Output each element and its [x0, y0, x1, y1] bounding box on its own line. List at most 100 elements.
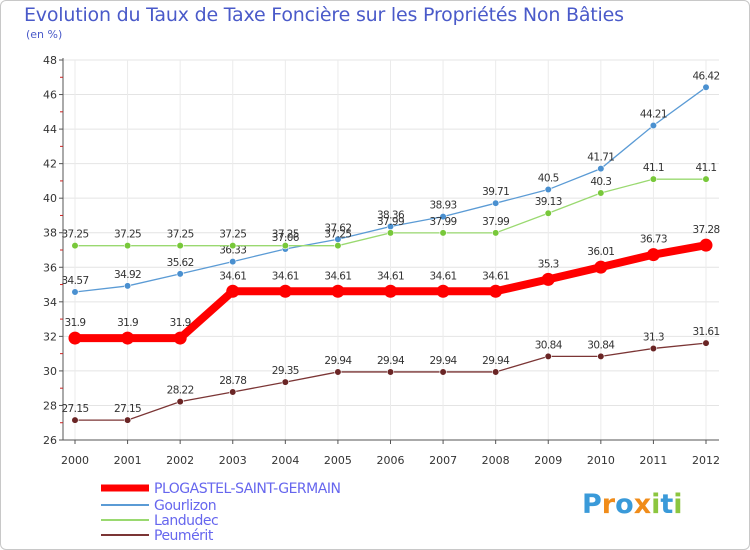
data-label-landudec: 37.25	[272, 229, 299, 241]
data-label-plogastel-saint-germain: 36.73	[640, 234, 667, 246]
data-label-gourlizon: 38.93	[430, 200, 457, 212]
x-tick-label: 2005	[324, 454, 352, 467]
data-point-plogastel-saint-germain	[646, 248, 660, 262]
data-point-gourlizon	[544, 185, 552, 194]
data-point-plogastel-saint-germain	[173, 331, 187, 345]
data-label-gourlizon: 39.71	[482, 186, 509, 198]
x-tick-label: 2006	[377, 454, 405, 467]
data-label-gourlizon: 37.62	[324, 222, 351, 234]
x-tick-label: 2000	[61, 454, 89, 467]
y-tick-label: 48	[43, 54, 57, 67]
data-label-gourlizon: 35.62	[167, 257, 194, 269]
logo-letter: i	[673, 489, 683, 520]
data-point-gourlizon	[71, 288, 79, 296]
x-tick-label: 2007	[429, 454, 457, 467]
data-label-gourlizon: 34.92	[114, 269, 141, 281]
data-label-peumerit: 31.3	[643, 331, 664, 343]
data-label-plogastel-saint-germain: 35.3	[538, 258, 559, 270]
data-point-gourlizon	[176, 270, 184, 278]
data-point-landudec	[281, 242, 289, 250]
data-label-landudec: 37.25	[61, 229, 88, 241]
data-point-gourlizon	[597, 165, 605, 173]
data-point-plogastel-saint-germain	[489, 284, 503, 298]
data-label-plogastel-saint-germain: 34.61	[219, 270, 246, 282]
data-label-landudec: 37.25	[219, 229, 246, 241]
data-point-plogastel-saint-germain	[699, 238, 713, 252]
data-label-landudec: 41.1	[696, 162, 717, 174]
y-tick-label: 34	[43, 296, 57, 309]
data-label-peumerit: 29.94	[377, 355, 405, 367]
data-point-peumerit	[229, 388, 237, 396]
data-label-landudec: 37.99	[377, 216, 404, 228]
data-point-landudec	[386, 229, 395, 237]
data-label-landudec: 37.99	[482, 216, 509, 228]
data-point-gourlizon	[123, 282, 132, 290]
y-tick-label: 40	[43, 192, 57, 205]
data-label-peumerit: 31.61	[692, 326, 719, 338]
y-tick-label: 30	[43, 365, 57, 378]
data-point-peumerit	[281, 378, 289, 386]
proxiti-logo: Proxiti	[582, 489, 683, 520]
data-point-gourlizon	[492, 199, 500, 207]
y-tick-label: 26	[43, 434, 57, 447]
legend-label-peumerit: Peumérit	[154, 528, 214, 544]
data-point-gourlizon	[649, 121, 658, 130]
data-point-plogastel-saint-germain	[121, 331, 135, 345]
legend-label-landudec: Landudec	[154, 513, 218, 529]
data-point-landudec	[439, 229, 447, 237]
data-label-plogastel-saint-germain: 37.28	[692, 224, 719, 236]
data-label-landudec: 37.25	[167, 229, 194, 241]
data-point-peumerit	[544, 352, 552, 361]
data-label-plogastel-saint-germain: 36.01	[587, 246, 614, 258]
data-label-gourlizon: 34.57	[61, 275, 88, 287]
chart-subtitle: (en %)	[26, 28, 63, 41]
data-point-landudec	[492, 229, 500, 237]
data-label-peumerit: 28.78	[219, 375, 246, 387]
data-point-gourlizon	[229, 257, 237, 266]
x-tick-label: 2004	[271, 454, 299, 467]
data-point-plogastel-saint-germain	[68, 331, 82, 345]
data-point-landudec	[176, 242, 184, 250]
data-label-plogastel-saint-germain: 31.9	[170, 317, 191, 329]
x-tick-label: 2012	[692, 454, 720, 467]
y-tick-label: 32	[43, 330, 57, 343]
data-point-plogastel-saint-germain	[226, 284, 240, 298]
y-tick-label: 28	[43, 399, 57, 412]
data-point-plogastel-saint-germain	[541, 272, 555, 286]
x-tick-label: 2001	[114, 454, 142, 467]
data-label-peumerit: 28.22	[167, 385, 194, 397]
data-point-landudec	[123, 242, 132, 250]
logo-letter: P	[582, 489, 602, 520]
data-label-peumerit: 29.94	[324, 355, 352, 367]
data-point-landudec	[334, 242, 342, 250]
data-label-peumerit: 30.84	[587, 339, 615, 351]
data-point-gourlizon	[439, 213, 447, 221]
data-label-plogastel-saint-germain: 31.9	[65, 317, 86, 329]
data-point-landudec	[597, 189, 605, 197]
data-point-gourlizon	[702, 83, 710, 91]
data-label-gourlizon: 36.33	[219, 245, 246, 257]
data-label-gourlizon: 41.71	[587, 152, 614, 164]
y-tick-label: 46	[43, 89, 57, 102]
data-label-gourlizon: 40.5	[538, 173, 559, 185]
data-label-gourlizon: 46.42	[692, 70, 719, 82]
data-point-landudec	[229, 242, 237, 250]
data-label-gourlizon: 37.06	[272, 232, 300, 244]
data-label-plogastel-saint-germain: 34.61	[324, 270, 351, 282]
data-point-peumerit	[123, 416, 132, 424]
data-label-gourlizon: 44.21	[640, 108, 667, 120]
data-point-plogastel-saint-germain	[436, 284, 450, 298]
data-label-peumerit: 29.94	[430, 355, 458, 367]
data-label-landudec: 41.1	[643, 162, 664, 174]
data-point-peumerit	[386, 368, 395, 376]
data-label-plogastel-saint-germain: 31.9	[117, 317, 138, 329]
x-tick-label: 2002	[166, 454, 194, 467]
data-point-peumerit	[492, 368, 500, 376]
data-label-landudec: 37.99	[430, 216, 457, 228]
data-point-plogastel-saint-germain	[331, 284, 345, 298]
data-point-peumerit	[176, 398, 184, 406]
logo-letter: x	[633, 489, 652, 520]
data-point-plogastel-saint-germain	[384, 284, 397, 298]
x-tick-label: 2009	[534, 454, 562, 467]
